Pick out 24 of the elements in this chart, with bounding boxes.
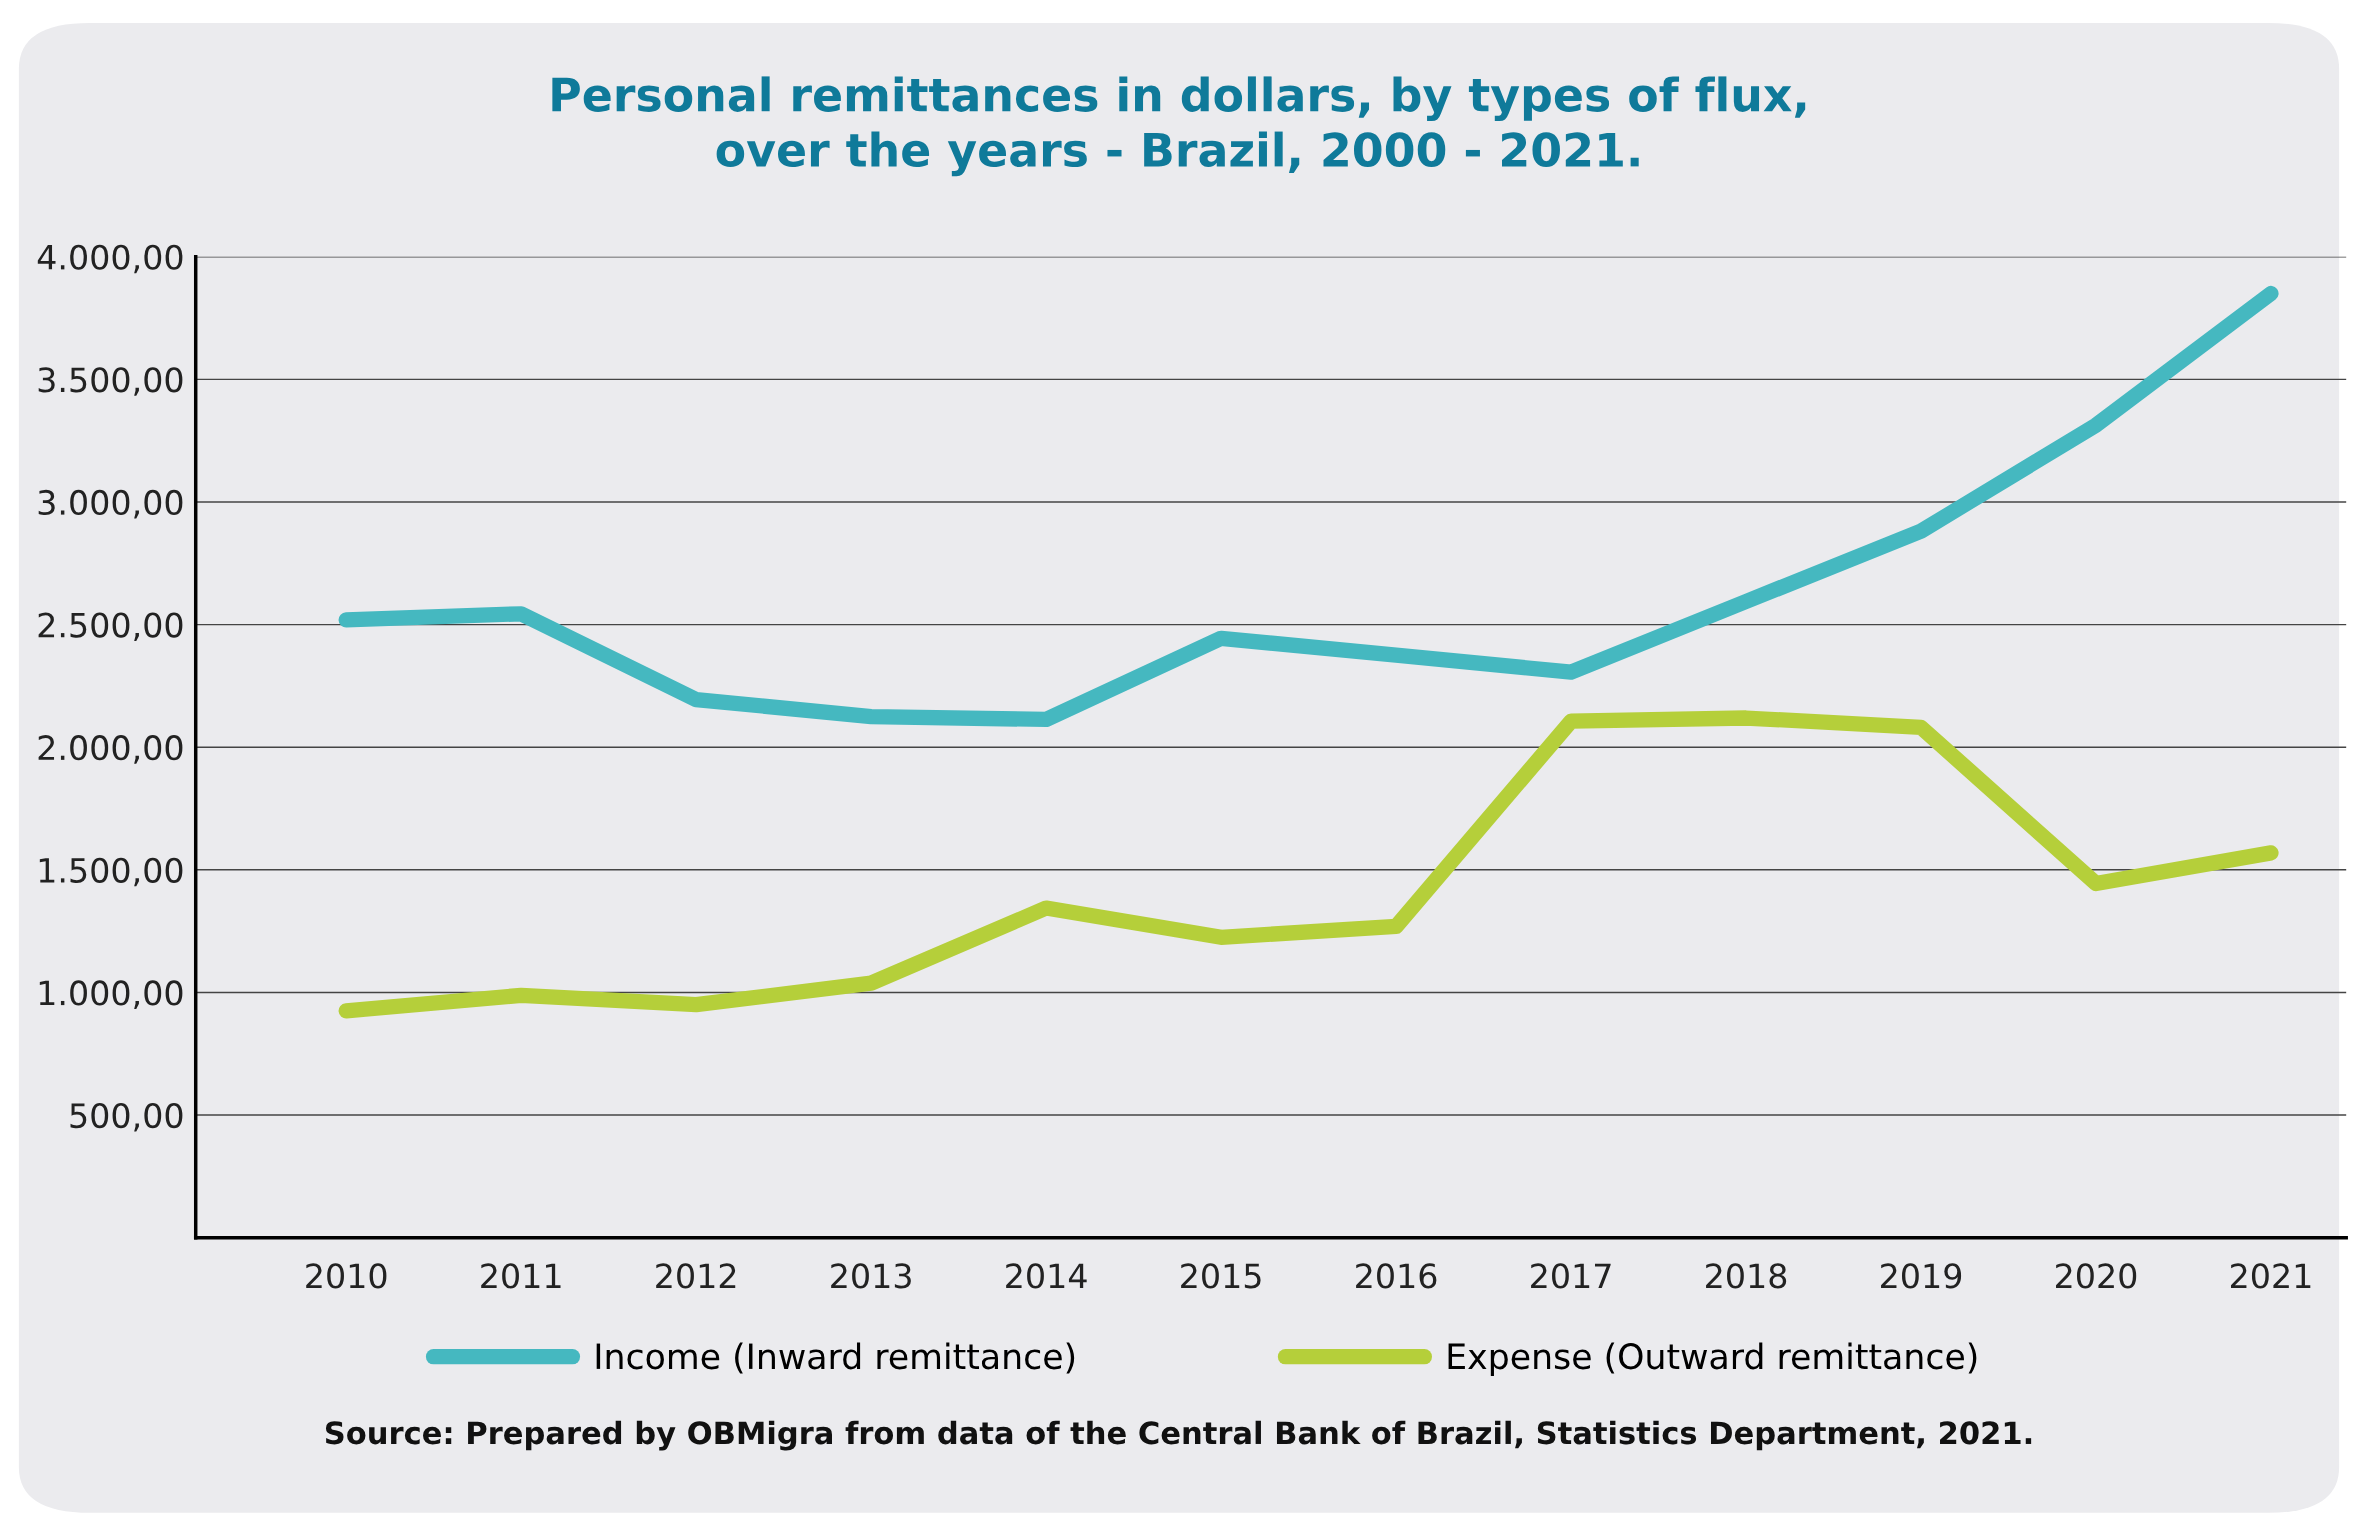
x-tick-label: 2010 (306, 1263, 387, 1289)
x-tick-label: 2021 (2230, 1263, 2311, 1289)
y-tick-label: 2.000,00 (38, 735, 183, 764)
y-tick-label: 2.500,00 (38, 612, 183, 642)
y-tick-label: 4.000,00 (37, 244, 183, 274)
y-tick-label: 500,00 (70, 1102, 183, 1132)
x-tick-label: 2013 (831, 1263, 911, 1289)
chart-title: Personal remittances in dollars, by types of flux, over the years - Brazil, 2000 - 2021. (552, 76, 1806, 177)
source-note: Source: Prepared by OBMigra from data of the Central Bank of Brazil, Statistics Department, 2021. (325, 1420, 2032, 1451)
x-tick-label: 2019 (1881, 1263, 1962, 1289)
y-tick-label: 1.000,00 (39, 980, 183, 1009)
y-tick-label: 3.500,00 (38, 367, 183, 396)
x-tick-label: 2014 (1006, 1263, 1087, 1289)
x-tick-label: 2018 (1706, 1263, 1787, 1289)
legend-label: Expense (Outward remittance) (1448, 1342, 1977, 1377)
x-tick-label: 2016 (1356, 1263, 1437, 1289)
x-tick-label: 2015 (1181, 1263, 1261, 1289)
x-tick-label: 2012 (656, 1263, 736, 1289)
x-tick-label: 2020 (2056, 1263, 2137, 1289)
x-tick-label: 2017 (1531, 1263, 1611, 1289)
legend-label: Income (Inward remittance) (596, 1342, 1075, 1374)
x-tick-label: 2011 (481, 1263, 561, 1289)
y-tick-label: 1.500,00 (39, 857, 183, 887)
y-tick-label: 3.000,00 (38, 489, 183, 519)
